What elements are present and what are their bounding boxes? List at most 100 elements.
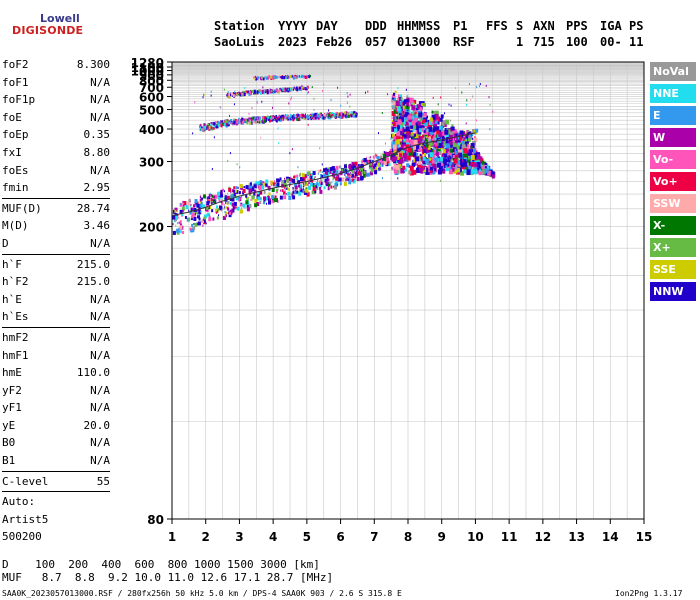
echo-point [223, 195, 225, 198]
spread-echo [461, 140, 465, 145]
echo-point [265, 117, 268, 121]
noise-point [432, 96, 434, 99]
noise-point [406, 105, 408, 108]
spread-echo [399, 116, 404, 122]
file-info: SAA0K_2023057013000.RSF / 280fx256h 50 k… [2, 589, 402, 598]
spread-echo [448, 151, 452, 156]
spread-echo [445, 165, 448, 169]
echo-point [346, 177, 349, 181]
echo-point [238, 93, 240, 96]
echo-point [227, 95, 229, 98]
noise-point [277, 127, 279, 130]
echo-point [199, 127, 201, 130]
echo-point [382, 158, 384, 161]
echo-point [300, 172, 302, 175]
echo-point [312, 171, 316, 176]
echo-point [231, 208, 235, 213]
echo-point [348, 175, 351, 179]
y-tick-label: 400 [139, 123, 164, 137]
echo-point [246, 205, 249, 209]
echo-point [361, 170, 364, 174]
spread-echo [425, 138, 428, 142]
spread-echo [435, 131, 438, 135]
echo-point [237, 186, 239, 189]
parameter-name: foEs [2, 163, 29, 177]
echo-point [211, 193, 213, 196]
echo-point [390, 157, 393, 161]
echo-point [230, 121, 232, 124]
echo-point [284, 115, 287, 119]
echo-point [255, 116, 257, 119]
spread-echo [437, 157, 440, 161]
spread-echo [400, 144, 404, 149]
spread-echo [481, 166, 484, 170]
echo-point [276, 178, 280, 183]
noise-point [472, 95, 474, 98]
noise-point [440, 96, 442, 99]
noise-point [334, 114, 336, 117]
echo-point [247, 121, 249, 124]
noise-point [479, 85, 481, 88]
echo-point [243, 185, 245, 188]
echo-point [251, 195, 255, 200]
echo-point [306, 178, 310, 183]
spread-echo [394, 128, 398, 133]
echo-point [333, 114, 335, 117]
echo-point [333, 170, 335, 173]
echo-point [254, 198, 258, 203]
echo-point [282, 117, 284, 120]
echo-point [227, 192, 229, 195]
spread-echo [403, 112, 408, 118]
parameter-name: B1 [2, 454, 16, 468]
x-tick-label: 13 [568, 530, 585, 544]
divider [2, 197, 110, 199]
echo-point [383, 157, 387, 162]
echo-point [311, 180, 314, 184]
spread-echo [455, 133, 458, 137]
echo-point [287, 114, 289, 117]
spread-echo [404, 156, 408, 161]
echo-point [184, 204, 186, 207]
spread-echo [431, 154, 436, 160]
echo-point [213, 122, 215, 125]
parameter-name: C-level [2, 474, 49, 488]
spread-echo [398, 166, 401, 170]
echo-point [285, 192, 287, 195]
echo-point [206, 201, 210, 206]
spread-echo [407, 147, 412, 153]
legend-item: SSE [650, 260, 696, 279]
echo-point [268, 192, 271, 196]
echo-point [213, 195, 216, 199]
spread-echo [406, 102, 410, 107]
noise-point [390, 137, 392, 140]
spread-echo [432, 163, 437, 169]
echo-point [281, 76, 284, 80]
noise-point [211, 167, 213, 170]
echo-point [241, 195, 243, 198]
spread-echo [409, 122, 412, 126]
noise-point [452, 163, 454, 166]
spread-echo [421, 103, 424, 107]
echo-point [273, 200, 275, 203]
echo-point [255, 181, 259, 186]
spread-echo [462, 153, 466, 158]
spread-echo [416, 104, 421, 110]
echo-point [235, 189, 238, 193]
noise-point [301, 84, 303, 87]
echo-point [352, 178, 355, 182]
x-tick-label: 2 [202, 530, 210, 544]
spread-echo [458, 136, 462, 141]
echo-point [260, 91, 263, 95]
noise-point [202, 96, 204, 99]
echo-point [220, 193, 224, 198]
spread-echo [416, 144, 420, 149]
echo-point [299, 177, 303, 182]
noise-point [292, 117, 294, 120]
spread-echo [404, 130, 407, 134]
noise-point [234, 91, 236, 94]
noise-point [405, 88, 407, 91]
parameter-value: N/A [90, 330, 110, 344]
echo-point [249, 192, 252, 196]
echo-point [311, 190, 315, 195]
echo-point [294, 87, 297, 91]
